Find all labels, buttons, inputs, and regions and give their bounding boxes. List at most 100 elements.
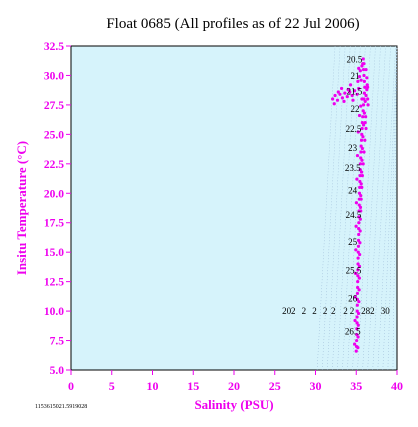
data-point <box>356 268 360 272</box>
data-point <box>353 295 357 299</box>
data-point <box>346 87 350 92</box>
data-point <box>354 248 358 252</box>
plot-area <box>70 45 398 371</box>
density-row-label: 30 <box>381 306 391 316</box>
data-point <box>363 138 367 142</box>
data-point <box>357 264 362 268</box>
data-point <box>355 177 359 181</box>
x-tick-label: 0 <box>68 379 74 393</box>
x-tick-label: 40 <box>391 379 403 393</box>
data-point <box>362 150 366 154</box>
data-point <box>355 92 359 96</box>
density-row-labels: 20 2 2 2 2 2 2 2 28 2 30 <box>282 306 390 316</box>
data-point <box>356 311 361 316</box>
data-point <box>356 244 361 248</box>
data-point <box>355 291 360 296</box>
y-tick-label: 25.0 <box>44 129 64 141</box>
data-point <box>362 111 366 115</box>
data-point <box>359 150 363 154</box>
data-point <box>360 97 364 101</box>
data-point <box>331 97 335 101</box>
data-point <box>359 170 364 174</box>
data-point <box>360 64 364 68</box>
data-point <box>354 201 359 205</box>
x-tick-label: 30 <box>310 379 322 393</box>
density-isoline <box>367 45 386 371</box>
data-point <box>361 57 365 61</box>
data-points <box>331 57 370 353</box>
data-point <box>356 323 360 327</box>
data-point <box>355 338 359 343</box>
data-point <box>358 162 363 166</box>
density-label: 26 <box>348 294 358 304</box>
data-point <box>356 250 360 254</box>
y-axis-label: Insitu Temperature (°C) <box>14 141 29 275</box>
density-row-label: 2 <box>331 306 336 316</box>
density-label: 22 <box>351 104 360 114</box>
x-tick-label: 10 <box>147 379 159 393</box>
data-point <box>357 215 361 219</box>
density-label: 22.5 <box>346 124 362 134</box>
data-point <box>359 197 363 201</box>
data-point <box>365 76 369 80</box>
data-point <box>338 92 342 96</box>
density-isoline <box>362 45 381 371</box>
density-isoline <box>392 45 398 371</box>
density-row-label: 2 <box>291 306 296 316</box>
data-point <box>361 109 365 113</box>
y-axis: 5.0 7.5 10.0 12.5 15.0 17.5 20.0 22.5 25.0 27.5 30… <box>44 41 71 377</box>
data-point <box>357 86 361 91</box>
data-point <box>360 174 364 178</box>
density-row-label: 2 <box>312 306 317 316</box>
density-label: 23.5 <box>345 163 361 173</box>
data-point <box>366 97 370 101</box>
data-point <box>342 99 346 103</box>
y-tick-label: 22.5 <box>44 159 64 171</box>
y-tick-label: 12.5 <box>44 277 64 289</box>
density-isoline <box>377 45 396 371</box>
data-point <box>358 168 362 172</box>
data-point <box>355 321 359 325</box>
data-point <box>356 285 360 290</box>
data-point <box>333 93 337 98</box>
data-point <box>360 158 364 162</box>
y-tick-label: 20.0 <box>44 188 64 200</box>
data-point <box>356 280 360 284</box>
data-point <box>365 83 369 87</box>
data-point <box>363 85 367 89</box>
data-point <box>358 179 362 184</box>
data-point <box>357 232 361 237</box>
density-isoline <box>387 45 398 371</box>
density-isoline <box>372 45 391 371</box>
density-row-label: 20 <box>282 306 292 316</box>
y-tick-label: 10.0 <box>44 306 64 318</box>
density-isoline <box>342 45 361 371</box>
chart-title: Float 0685 (All profiles as of 22 Jul 20… <box>106 16 359 32</box>
data-point <box>345 95 349 99</box>
data-point <box>359 104 363 108</box>
data-point <box>359 144 363 148</box>
data-point <box>362 73 366 78</box>
data-point <box>358 252 362 257</box>
density-isoline <box>382 45 398 371</box>
density-row-label: 28 <box>361 306 371 316</box>
y-tick-label: 27.5 <box>44 100 64 112</box>
data-point <box>358 241 362 245</box>
y-tick-label: 15.0 <box>44 247 64 259</box>
data-point <box>359 138 364 142</box>
x-axis: 0 5 10 15 20 25 30 35 40 <box>68 370 403 393</box>
data-point <box>364 93 368 98</box>
data-point <box>353 318 357 323</box>
data-point <box>362 79 366 83</box>
data-point <box>355 333 359 337</box>
data-point <box>332 102 336 106</box>
data-point <box>353 271 358 275</box>
density-label: 21.5 <box>346 86 362 96</box>
data-point <box>366 103 370 107</box>
density-label: 24 <box>348 185 358 195</box>
data-point <box>358 174 362 178</box>
data-point <box>356 335 360 339</box>
density-row-label: 2 <box>302 306 307 316</box>
data-point <box>359 194 363 198</box>
